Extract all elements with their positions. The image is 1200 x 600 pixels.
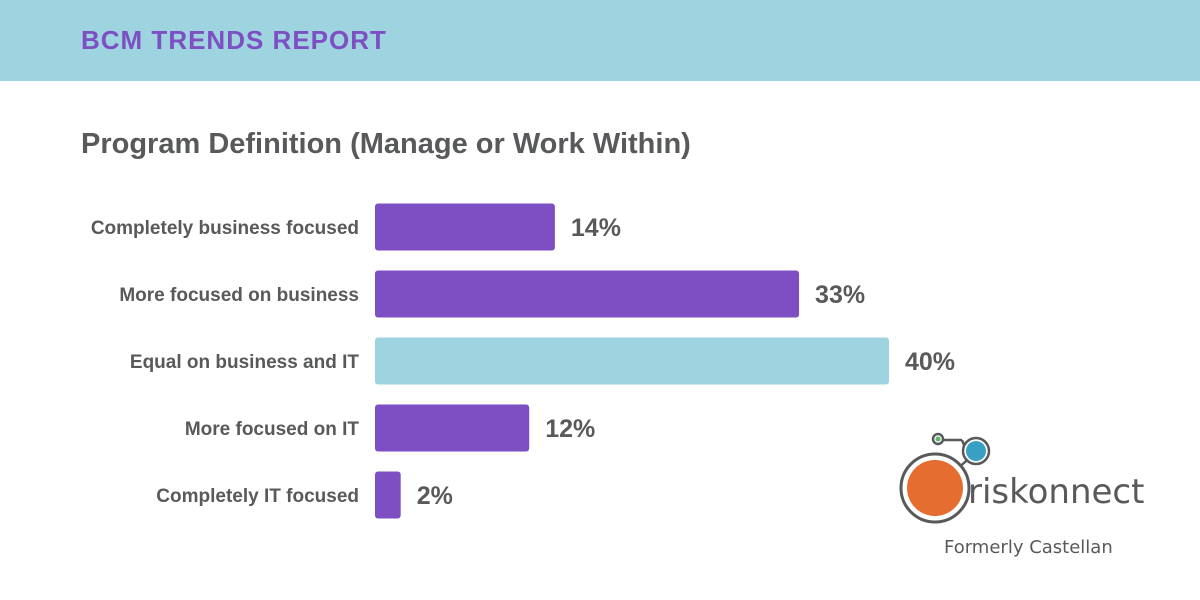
value-label: 40% — [905, 348, 955, 376]
report-title: BCM TRENDS REPORT — [81, 25, 387, 55]
value-label: 14% — [571, 214, 621, 242]
riskonnect-logo-icon — [899, 432, 991, 524]
category-label: Completely IT focused — [156, 486, 359, 507]
value-label: 2% — [417, 482, 453, 510]
brand-tagline: Formerly Castellan — [944, 537, 1113, 558]
category-label: Completely business focused — [91, 218, 359, 239]
value-label: 33% — [815, 281, 865, 309]
bar — [375, 404, 530, 452]
value-label: 12% — [545, 415, 595, 443]
bar — [375, 337, 889, 385]
category-label: Equal on business and IT — [130, 352, 359, 373]
bar — [375, 203, 555, 251]
bar — [375, 471, 401, 519]
bar — [375, 270, 800, 318]
category-label: More focused on business — [119, 285, 359, 306]
header-banner: BCM TRENDS REPORT — [0, 0, 1200, 81]
brand-name: riskonnect — [968, 472, 1145, 512]
chart-title: Program Definition (Manage or Work Withi… — [81, 128, 691, 160]
category-label: More focused on IT — [185, 419, 360, 440]
